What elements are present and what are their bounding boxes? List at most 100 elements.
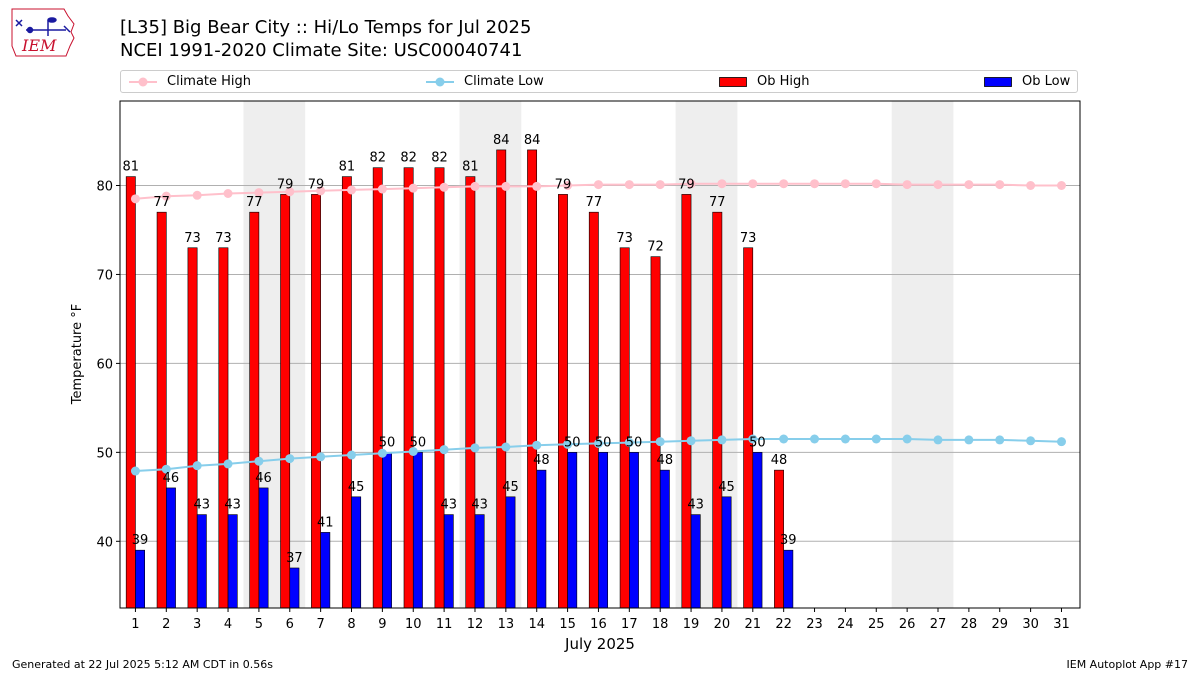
climate-high-point-21 bbox=[748, 179, 758, 189]
ob-high-value-label-8: 81 bbox=[339, 160, 356, 175]
bars bbox=[125, 149, 794, 609]
ob-low-value-label-21: 50 bbox=[749, 435, 766, 450]
ob-low-bar-21 bbox=[752, 452, 763, 609]
climate-low-point-16 bbox=[593, 438, 603, 448]
iem-logo: IEM bbox=[11, 8, 75, 57]
climate-high-point-28 bbox=[964, 180, 974, 190]
ob-low-value-label-3: 43 bbox=[194, 498, 211, 513]
ob-high-bar-12 bbox=[465, 176, 476, 609]
ob-low-bar-15 bbox=[567, 452, 578, 609]
ob-low-bar-4 bbox=[227, 514, 238, 609]
climate-low-point-23 bbox=[810, 434, 820, 444]
x-tick-label-9: 9 bbox=[378, 617, 386, 632]
climate-high-point-20 bbox=[717, 179, 727, 189]
x-tick-label-13: 13 bbox=[498, 617, 515, 632]
climate-high-point-6 bbox=[285, 187, 295, 197]
x-tick-label-2: 2 bbox=[162, 617, 170, 632]
ob-high-bar-11 bbox=[434, 167, 445, 609]
ob-high-value-label-20: 77 bbox=[709, 195, 726, 210]
ob-low-bar-1 bbox=[135, 549, 145, 609]
ob-low-value-label-8: 45 bbox=[348, 480, 365, 495]
ob-high-value-label-4: 73 bbox=[215, 231, 232, 246]
climate-high-swatch bbox=[129, 77, 157, 86]
ob-low-value-label-13: 45 bbox=[502, 480, 519, 495]
ob-high-bar-8 bbox=[341, 176, 352, 609]
ob-low-bar-9 bbox=[382, 452, 392, 609]
x-tick-label-24: 24 bbox=[837, 617, 854, 632]
ob-low-value-label-20: 45 bbox=[718, 480, 735, 495]
climate-low-point-26 bbox=[902, 434, 912, 444]
climate-low-point-25 bbox=[871, 434, 881, 444]
climate-low-point-12 bbox=[470, 443, 480, 453]
iowa-outline-icon bbox=[11, 8, 75, 57]
ob-low-bar-19 bbox=[690, 514, 701, 609]
legend-label-ob-low: Ob Low bbox=[1022, 74, 1071, 89]
ob-high-bar-19 bbox=[681, 194, 692, 609]
x-tick-label-4: 4 bbox=[224, 617, 232, 632]
climate-high-point-14 bbox=[532, 181, 542, 191]
climate-high-point-18 bbox=[655, 180, 665, 190]
climate-low-swatch bbox=[426, 77, 454, 86]
climate-low-point-15 bbox=[563, 439, 573, 449]
x-tick-label-30: 30 bbox=[1022, 617, 1039, 632]
x-tick-label-18: 18 bbox=[652, 617, 669, 632]
climate-low-point-30 bbox=[1026, 436, 1036, 446]
y-tick-label-70: 70 bbox=[96, 268, 113, 283]
ob-high-value-label-7: 79 bbox=[308, 177, 325, 192]
climate-low-point-6 bbox=[285, 454, 295, 464]
ob-high-bar-15 bbox=[558, 194, 568, 609]
ob-low-bar-3 bbox=[196, 514, 207, 609]
ob-low-bar-2 bbox=[166, 487, 176, 609]
weather-station-icon bbox=[15, 17, 71, 36]
x-tick-label-23: 23 bbox=[806, 617, 823, 632]
ob-low-bar-20 bbox=[721, 496, 732, 609]
ob-high-value-label-5: 77 bbox=[246, 195, 263, 210]
ob-low-bar-12 bbox=[474, 514, 485, 609]
ob-low-bar-17 bbox=[629, 452, 639, 609]
y-axis-label: Temperature °F bbox=[70, 304, 85, 405]
ob-low-value-label-5: 46 bbox=[255, 471, 272, 486]
x-tick-label-15: 15 bbox=[559, 617, 576, 632]
x-tick-label-11: 11 bbox=[436, 617, 453, 632]
climate-low-point-24 bbox=[840, 434, 850, 444]
climate-low-point-13 bbox=[501, 442, 511, 452]
x-tick-label-31: 31 bbox=[1053, 617, 1070, 632]
x-tick-label-1: 1 bbox=[131, 617, 139, 632]
ob-high-bar-21 bbox=[743, 247, 754, 609]
ob-high-value-label-14: 84 bbox=[524, 133, 541, 148]
climate-low-point-14 bbox=[532, 440, 542, 450]
ob-low-value-label-16: 50 bbox=[595, 435, 612, 450]
ob-high-bar-2 bbox=[156, 211, 167, 609]
climate-high-point-22 bbox=[779, 179, 789, 189]
ob-low-value-label-19: 43 bbox=[687, 498, 704, 513]
x-tick-label-21: 21 bbox=[745, 617, 762, 632]
climate-high-point-31 bbox=[1056, 181, 1066, 190]
bar-value-labels: 81 77 73 73 77 79 79 81 82 82 82 81 84 84 79 77 73 72 79 77… bbox=[123, 133, 797, 566]
climate-lines bbox=[130, 179, 1066, 476]
ob-high-value-label-17: 73 bbox=[616, 231, 633, 246]
legend: Climate High Climate Low Ob High Ob Low bbox=[120, 70, 1078, 93]
ob-high-value-label-3: 73 bbox=[184, 231, 201, 246]
climate-high-point-1 bbox=[130, 194, 140, 204]
climate-low-point-28 bbox=[964, 435, 974, 445]
climate-high-point-8 bbox=[347, 185, 357, 195]
climate-low-point-21 bbox=[748, 434, 758, 444]
plot-frame bbox=[119, 100, 1081, 609]
ob-low-value-label-6: 37 bbox=[286, 551, 303, 566]
ob-high-value-label-9: 82 bbox=[369, 151, 386, 166]
climate-high-point-2 bbox=[161, 191, 171, 201]
ob-low-bar-8 bbox=[351, 496, 362, 609]
ob-low-bar-22 bbox=[783, 549, 794, 609]
ob-low-value-label-10: 50 bbox=[410, 435, 427, 450]
ob-low-bar-6 bbox=[289, 567, 300, 609]
ob-high-value-label-16: 77 bbox=[586, 195, 603, 210]
ob-low-value-label-15: 50 bbox=[564, 435, 581, 450]
ob-high-bar-3 bbox=[187, 247, 198, 609]
ob-high-value-label-13: 84 bbox=[493, 133, 510, 148]
ob-high-bar-14 bbox=[527, 149, 538, 609]
climate-high-point-23 bbox=[810, 179, 820, 189]
legend-label-climate-low: Climate Low bbox=[464, 74, 544, 89]
ob-low-bar-18 bbox=[659, 469, 670, 609]
ob-low-bar-14 bbox=[536, 469, 547, 609]
